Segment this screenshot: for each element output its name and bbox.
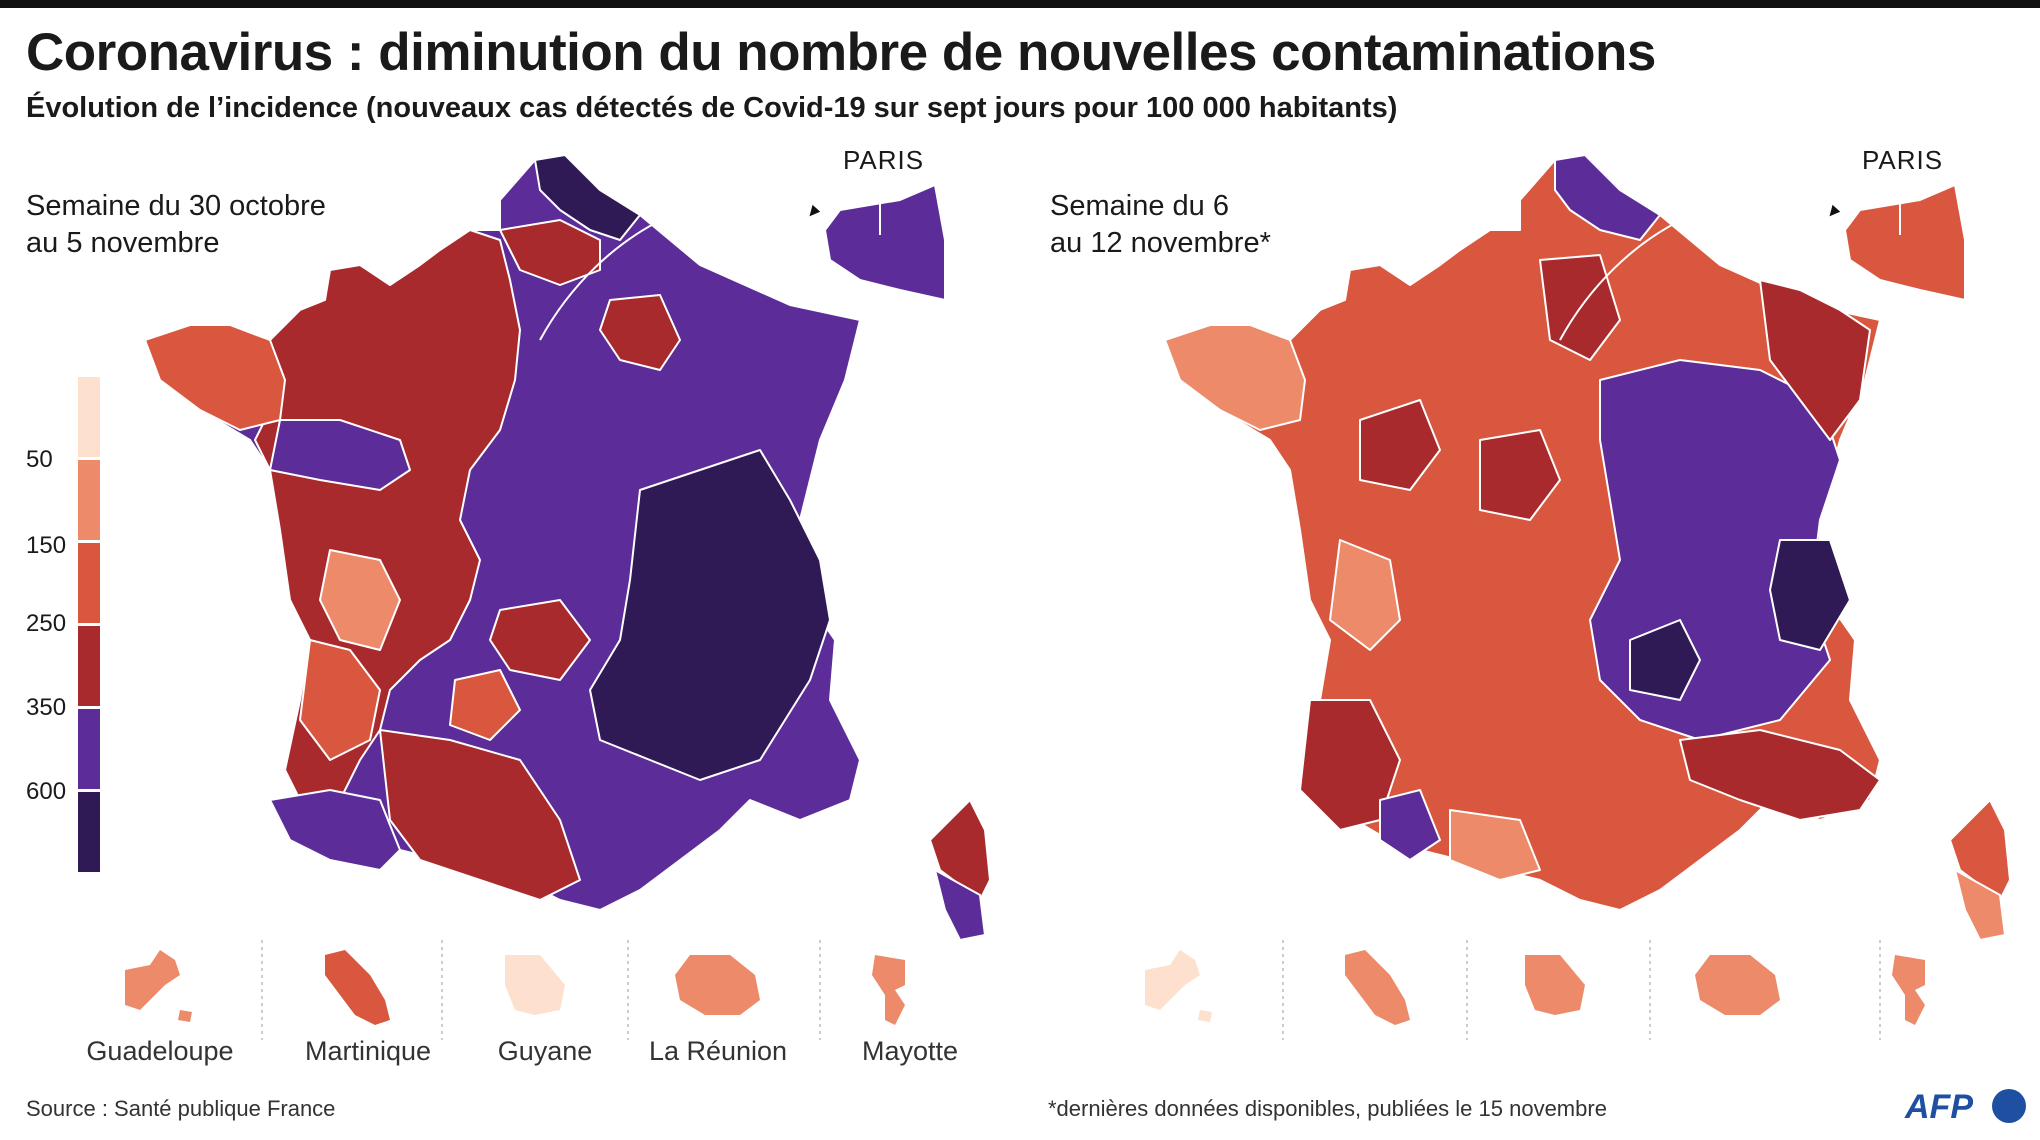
map-1-region-brittany xyxy=(144,324,286,431)
overseas-label-martinique: Martinique xyxy=(304,1036,432,1066)
overseas-2-guyane xyxy=(1525,955,1585,1015)
page-title: Coronavirus : diminution du nombre de no… xyxy=(26,23,1656,82)
top-rule xyxy=(0,0,2040,8)
afp-logo-dot xyxy=(1992,1089,2026,1123)
map-2-corsica-dash xyxy=(1924,759,1991,861)
map-2-region-south-light xyxy=(1449,809,1541,881)
overseas-1-guadeloupe xyxy=(125,950,192,1022)
map-1-region-pyrenees xyxy=(269,789,401,871)
map-2-paris-arrowhead xyxy=(1827,202,1843,219)
map-1-region-champagne xyxy=(599,294,681,371)
map-1-corsica-south xyxy=(934,869,986,941)
map-2-region-northeast xyxy=(1759,279,1871,441)
overseas-label-la-reunion: La Réunion xyxy=(648,1036,788,1066)
map-2-region-dark-2 xyxy=(1769,539,1851,651)
overseas-label-guadeloupe: Guadeloupe xyxy=(86,1036,234,1066)
data-note: *dernières données disponibles, publiées… xyxy=(1048,1096,1607,1121)
map-1-paris-arrow xyxy=(539,196,811,341)
map-2-region-dark-1 xyxy=(1629,619,1701,701)
map-1-paris-inset xyxy=(824,184,946,301)
source-note: Source : Santé publique France xyxy=(26,1096,336,1121)
map-1-region-vendee xyxy=(319,549,401,651)
map-1-paris-arrowhead xyxy=(807,202,823,219)
map-1-region-loire xyxy=(269,419,411,491)
legend-swatch-3 xyxy=(78,543,100,623)
overseas-1-guyane xyxy=(505,955,565,1015)
legend-swatch-2 xyxy=(78,460,100,540)
page-subtitle: Évolution de l’incidence (nouveaux cas d… xyxy=(26,92,1398,124)
map-1-paris-label: PARIS xyxy=(843,145,925,175)
map-1-region-rhone xyxy=(589,449,831,781)
map-1-week-label: Semaine du 30 octobre au 5 novembre xyxy=(26,190,326,259)
legend-value-50: 50 xyxy=(26,446,53,473)
overseas-label-mayotte: Mayotte xyxy=(861,1036,959,1066)
map-2-region-vendee xyxy=(1329,539,1401,651)
map-1-corsica-dash xyxy=(904,759,971,861)
legend-swatch-4 xyxy=(78,626,100,706)
map-2-region-center-red xyxy=(1479,429,1561,521)
legend-swatch-5 xyxy=(78,709,100,789)
legend-swatch-6 xyxy=(78,792,100,872)
map-1-region-occitanie xyxy=(379,729,581,901)
map-2-region-provence xyxy=(1679,729,1881,821)
legend-swatch-1 xyxy=(78,377,100,457)
map-2-week-label: Semaine du 6 au 12 novembre* xyxy=(1050,190,1271,259)
overseas-1-reunion xyxy=(675,955,760,1015)
legend-value-350: 350 xyxy=(26,694,67,721)
map-1-region-dordogne xyxy=(449,669,521,741)
map-2-paris-label: PARIS xyxy=(1862,145,1944,175)
map-1-region-picardie xyxy=(499,219,601,286)
map-2-region-brittany xyxy=(1164,324,1306,431)
legend-value-250: 250 xyxy=(26,610,67,637)
overseas-2-martinique xyxy=(1345,950,1410,1025)
afp-logo-text: AFP xyxy=(1904,1088,1973,1126)
overseas-1-mayotte xyxy=(872,955,905,1025)
overseas-1-martinique xyxy=(325,950,390,1025)
map-2-paris-inset xyxy=(1844,184,1966,301)
overseas-2-guadeloupe xyxy=(1145,950,1212,1022)
map-2-region-nord xyxy=(1554,154,1661,241)
map-2-region-pyrenees-purple xyxy=(1379,789,1441,861)
overseas-2-mayotte xyxy=(1892,955,1925,1025)
map-2-corsica-south xyxy=(1954,869,2006,941)
map-1-region-gironde xyxy=(299,639,381,761)
overseas-2-reunion xyxy=(1695,955,1780,1015)
map-1-region-center-red xyxy=(489,599,591,681)
overseas-label-guyane: Guyane xyxy=(497,1036,593,1066)
map-2-region-west-red xyxy=(1359,399,1441,491)
map-1-region-nord xyxy=(534,154,641,241)
legend-value-150: 150 xyxy=(26,532,67,559)
legend-value-600: 600 xyxy=(26,778,67,805)
afp-logo: AFP xyxy=(1904,1088,2026,1126)
map-2-paris-arrow xyxy=(1559,196,1831,341)
